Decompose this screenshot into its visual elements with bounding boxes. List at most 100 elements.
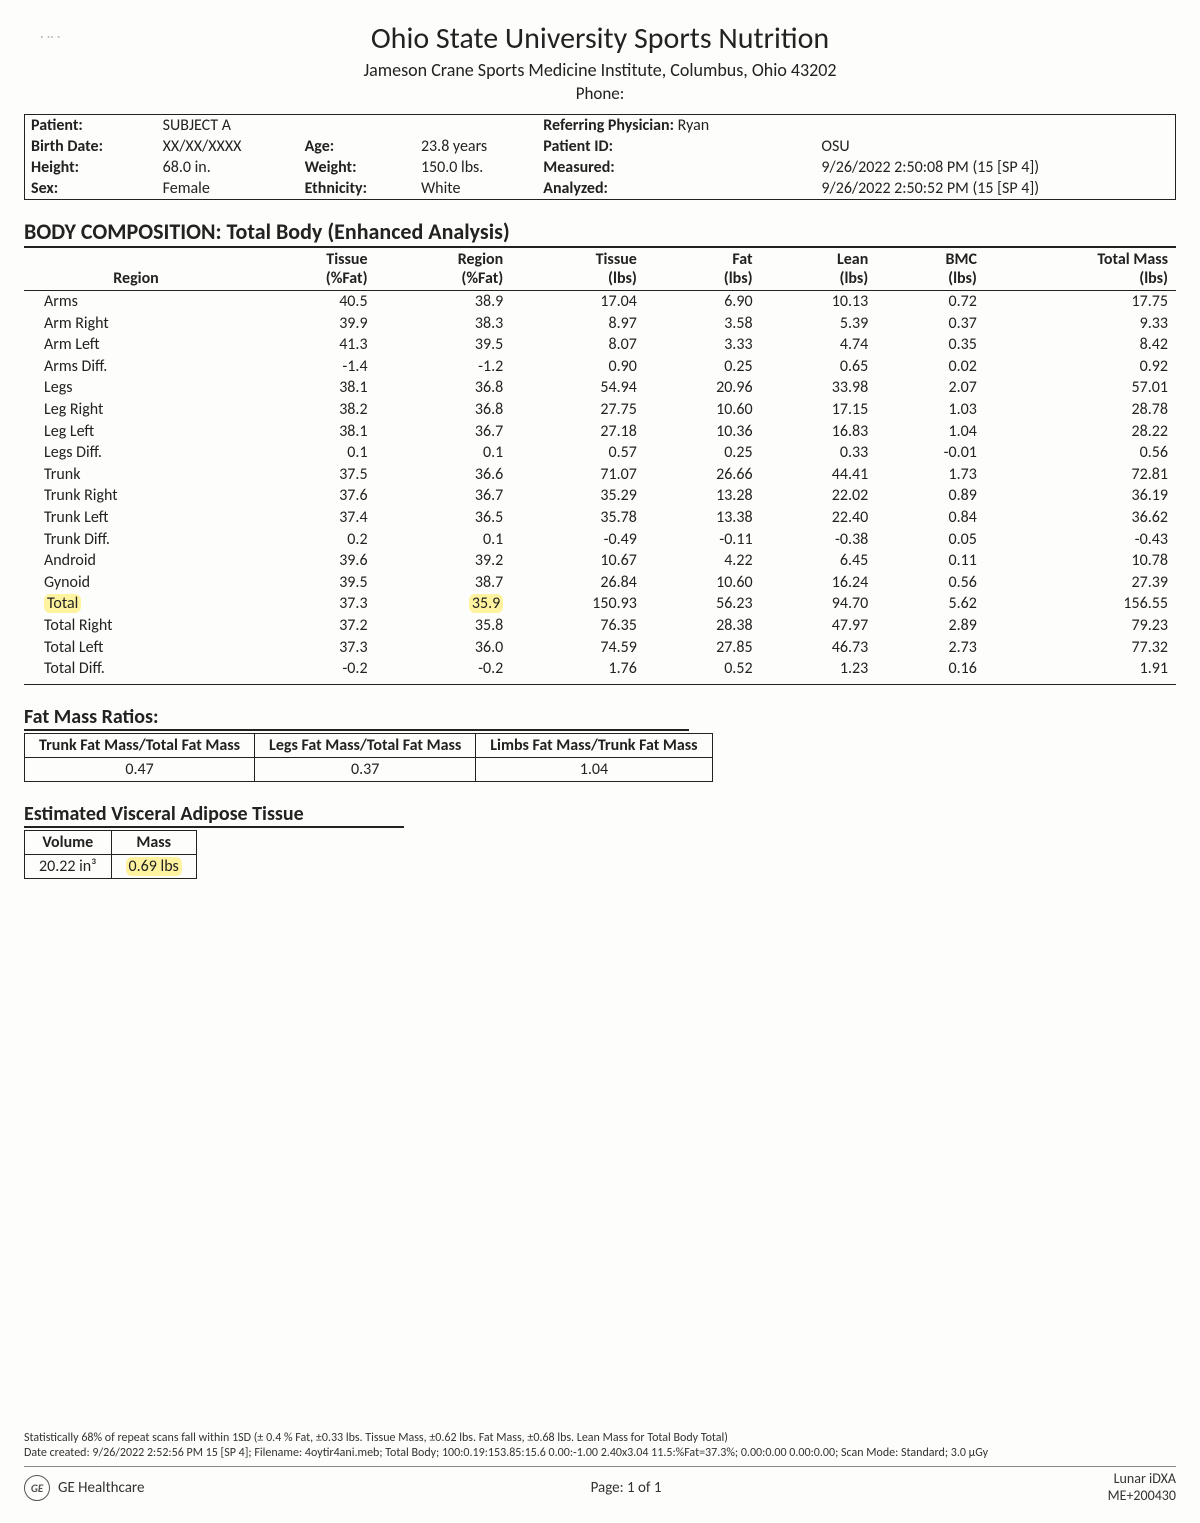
page-indicator: Page: 1 of 1 (591, 1479, 662, 1497)
table-cell: 36.6 (376, 464, 512, 486)
table-cell: 10.60 (645, 399, 761, 421)
table-cell: 8.07 (511, 334, 645, 356)
table-cell: 79.23 (985, 615, 1176, 637)
table-header: Region (24, 248, 248, 291)
table-cell: 27.39 (985, 572, 1176, 594)
table-cell: 16.24 (761, 572, 877, 594)
table-cell: 39.6 (248, 550, 376, 572)
table-cell: 47.97 (761, 615, 877, 637)
table-cell: 20.22 in³ (25, 854, 112, 878)
table-header: Tissue(%Fat) (248, 248, 376, 291)
label-age: Age: (299, 136, 415, 157)
table-row: Trunk Left37.436.535.7813.3822.400.8436.… (24, 507, 1176, 529)
table-cell: 38.2 (248, 399, 376, 421)
table-cell: Total (24, 593, 248, 615)
value-age: 23.8 years (415, 136, 537, 157)
table-cell: 0.1 (376, 529, 512, 551)
table-cell: 1.91 (985, 658, 1176, 684)
table-cell: 54.94 (511, 377, 645, 399)
ratios-table: Trunk Fat Mass/Total Fat MassLegs Fat Ma… (24, 733, 713, 782)
table-header: Fat(lbs) (645, 248, 761, 291)
table-cell: 76.35 (511, 615, 645, 637)
table-cell: 1.03 (876, 399, 985, 421)
table-cell: 17.15 (761, 399, 877, 421)
ge-icon: GE (24, 1475, 50, 1501)
table-cell: 36.5 (376, 507, 512, 529)
device-serial: ME+200430 (1108, 1488, 1176, 1505)
table-cell: 0.65 (761, 356, 877, 378)
table-cell: 0.35 (876, 334, 985, 356)
org-title: Ohio State University Sports Nutrition (24, 20, 1176, 57)
table-cell: Total Left (24, 637, 248, 659)
table-cell: 37.3 (248, 593, 376, 615)
table-cell: 57.01 (985, 377, 1176, 399)
table-row: Total37.335.9150.9356.2394.705.62156.55 (24, 593, 1176, 615)
value-patient: SUBJECT A (157, 115, 299, 137)
table-cell: 0.37 (255, 757, 476, 781)
value-analyzed: 9/26/2022 2:50:52 PM (15 [SP 4]) (815, 178, 1175, 200)
table-cell: 3.33 (645, 334, 761, 356)
vendor-logo: GE GE Healthcare (24, 1475, 144, 1501)
vat-table: VolumeMass 20.22 in³0.69 lbs (24, 830, 197, 879)
table-header: Lean(lbs) (761, 248, 877, 291)
table-cell: Total Diff. (24, 658, 248, 684)
table-cell: -0.43 (985, 529, 1176, 551)
value-ethnicity: White (415, 178, 537, 200)
table-cell: 0.84 (876, 507, 985, 529)
table-cell: 36.8 (376, 399, 512, 421)
table-cell: 4.74 (761, 334, 877, 356)
table-cell: 36.7 (376, 421, 512, 443)
report-footer: Statistically 68% of repeat scans fall w… (24, 1430, 1176, 1505)
value-sex: Female (157, 178, 299, 200)
table-cell: 35.8 (376, 615, 512, 637)
vendor-name: GE Healthcare (58, 1479, 144, 1497)
table-cell: -0.2 (248, 658, 376, 684)
table-cell: 26.84 (511, 572, 645, 594)
table-cell: 17.04 (511, 291, 645, 313)
body-comp-title: BODY COMPOSITION: Total Body (Enhanced A… (24, 218, 1176, 248)
table-cell: 0.56 (876, 572, 985, 594)
table-cell: 22.02 (761, 485, 877, 507)
table-cell: 3.58 (645, 313, 761, 335)
table-header: Trunk Fat Mass/Total Fat Mass (25, 733, 255, 757)
table-cell: 8.42 (985, 334, 1176, 356)
table-cell: 0.56 (985, 442, 1176, 464)
table-row: Legs Diff.0.10.10.570.250.33-0.010.56 (24, 442, 1176, 464)
value-weight: 150.0 lbs. (415, 157, 537, 178)
table-cell: 0.33 (761, 442, 877, 464)
body-comp-table: RegionTissue(%Fat)Region(%Fat)Tissue(lbs… (24, 248, 1176, 685)
table-cell: 35.9 (376, 593, 512, 615)
table-cell: 41.3 (248, 334, 376, 356)
label-analyzed: Analyzed: (537, 178, 815, 200)
table-cell: 39.5 (248, 572, 376, 594)
table-cell: 33.98 (761, 377, 877, 399)
table-cell: -0.11 (645, 529, 761, 551)
table-row: Arms40.538.917.046.9010.130.7217.75 (24, 291, 1176, 313)
table-cell: 35.78 (511, 507, 645, 529)
footer-stat-line: Statistically 68% of repeat scans fall w… (24, 1431, 1176, 1445)
label-ethnicity: Ethnicity: (299, 178, 415, 200)
table-cell: 0.69 lbs (111, 854, 196, 878)
table-cell: Trunk Diff. (24, 529, 248, 551)
table-cell: 37.5 (248, 464, 376, 486)
table-cell: 28.38 (645, 615, 761, 637)
label-sex: Sex: (25, 178, 157, 200)
table-cell: 0.02 (876, 356, 985, 378)
table-cell: -1.2 (376, 356, 512, 378)
table-cell: 0.72 (876, 291, 985, 313)
table-cell: 36.62 (985, 507, 1176, 529)
device-model: Lunar iDXA (1108, 1471, 1176, 1488)
table-cell: 150.93 (511, 593, 645, 615)
table-cell: 4.22 (645, 550, 761, 572)
table-cell: 38.7 (376, 572, 512, 594)
table-cell: 36.7 (376, 485, 512, 507)
table-header: Limbs Fat Mass/Trunk Fat Mass (476, 733, 712, 757)
table-cell: 13.28 (645, 485, 761, 507)
table-cell: 94.70 (761, 593, 877, 615)
table-cell: 37.3 (248, 637, 376, 659)
table-cell: 38.3 (376, 313, 512, 335)
table-cell: 10.78 (985, 550, 1176, 572)
table-row: Android39.639.210.674.226.450.1110.78 (24, 550, 1176, 572)
table-header: BMC(lbs) (876, 248, 985, 291)
table-cell: 20.96 (645, 377, 761, 399)
